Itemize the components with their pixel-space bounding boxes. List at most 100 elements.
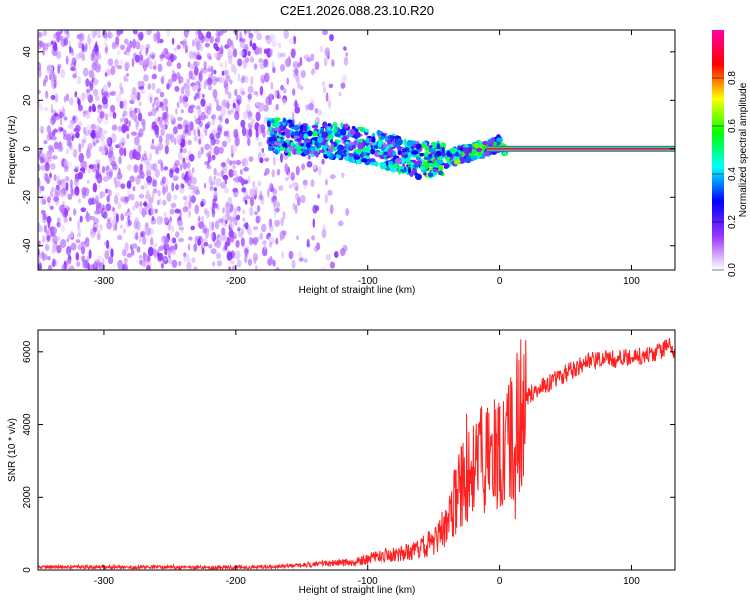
tone-blob [428,148,436,153]
tone-blob [348,141,355,146]
noise-speckle [107,30,111,39]
colorbar-tick-label: 0.2 [727,215,738,229]
noise-speckle [71,135,74,141]
noise-speckle [61,181,67,189]
noise-speckle [173,47,178,52]
noise-speckle [160,162,164,168]
tone-blob [274,117,281,122]
noise-speckle [146,265,151,270]
noise-speckle [209,35,214,44]
noise-speckle [47,256,51,261]
noise-speckle [151,138,155,144]
noise-speckle [113,194,119,205]
noise-speckle [203,182,207,189]
noise-speckle [166,83,170,90]
noise-speckle [38,188,42,194]
noise-speckle [120,213,125,221]
tone-blob [289,146,294,151]
noise-speckle [106,171,113,180]
noise-speckle [174,167,180,174]
tone-blob [390,165,397,173]
noise-speckle [182,94,187,105]
noise-speckle [176,62,182,70]
noise-speckle [38,103,44,112]
noise-speckle [264,171,267,177]
noise-speckle [283,30,289,39]
noise-speckle [131,248,135,256]
noise-speckle [288,38,295,45]
noise-speckle [242,110,248,120]
noise-speckle [217,115,223,121]
noise-speckle [285,177,289,182]
noise-speckle [102,176,109,182]
tone-blob [401,148,408,153]
noise-speckle [232,187,239,198]
noise-speckle [140,157,144,163]
tone-blob [365,146,372,154]
noise-speckle [177,116,183,122]
noise-speckle [70,242,77,251]
noise-speckle [240,76,245,84]
tone-blob [496,137,503,142]
noise-speckle [74,178,79,187]
noise-speckle [39,40,44,48]
noise-speckle [235,240,240,248]
noise-speckle [278,185,284,191]
noise-speckle [236,259,242,268]
noise-speckle [63,214,67,224]
noise-speckle [224,85,229,95]
noise-speckle [340,82,346,89]
noise-speckle [213,187,217,192]
noise-speckle [85,78,90,87]
noise-speckle [194,84,200,91]
noise-speckle [157,116,160,122]
noise-speckle [123,118,127,123]
noise-speckle [228,110,234,116]
noise-speckle [181,226,184,234]
noise-speckle [50,75,54,86]
noise-speckle [52,82,56,90]
noise-speckle [284,58,291,68]
noise-speckle [182,206,189,213]
noise-speckle [187,139,192,146]
noise-speckle [72,208,77,216]
noise-speckle [295,192,300,201]
noise-speckle [115,213,119,223]
noise-speckle [137,80,143,87]
noise-speckle [179,148,183,153]
noise-speckle [145,190,150,195]
noise-speckle [95,169,100,180]
noise-speckle [55,113,60,121]
noise-speckle [236,223,241,230]
noise-speckle [255,111,261,122]
noise-speckle [159,54,166,59]
noise-speckle [164,237,169,245]
tone-blob [384,135,388,143]
noise-speckle [219,113,224,124]
noise-speckle [207,85,213,91]
noise-speckle [256,32,263,41]
noise-speckle [200,43,203,52]
noise-speckle [233,30,236,34]
noise-speckle [70,185,73,196]
noise-speckle [68,40,72,45]
noise-speckle [220,169,224,178]
tone-blob [462,147,469,154]
noise-speckle [223,69,229,76]
tone-blob [462,145,470,148]
noise-speckle [178,261,182,266]
noise-speckle [109,91,116,96]
noise-speckle [247,258,253,266]
noise-speckle [142,59,148,65]
noise-speckle [77,75,82,85]
noise-speckle [143,254,148,261]
noise-speckle [46,215,52,224]
noise-speckle [53,128,59,133]
spectrogram-x-label: Height of straight line (km) [299,285,416,296]
tone-blob [313,151,319,156]
noise-speckle [176,72,181,80]
noise-speckle [126,133,130,140]
noise-speckle [224,186,229,194]
tone-blob [441,146,445,154]
